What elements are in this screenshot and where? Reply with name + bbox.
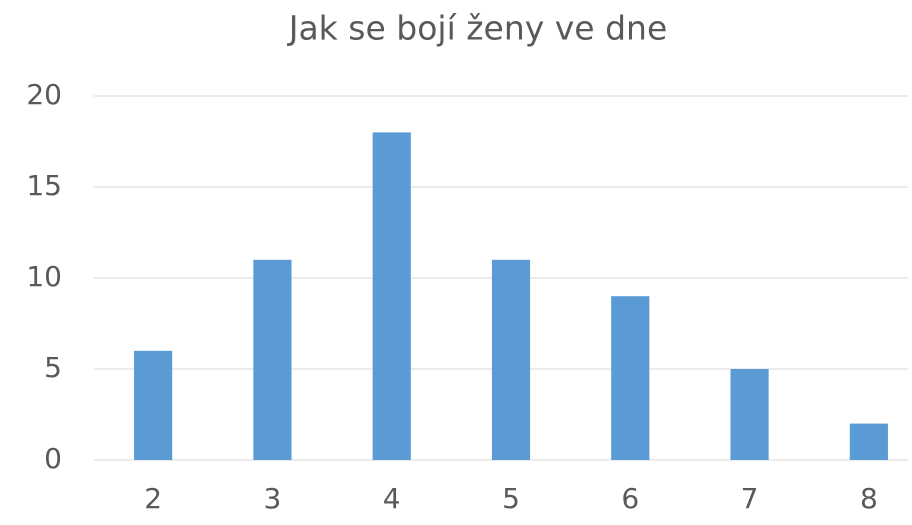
y-tick-label: 20	[26, 78, 62, 111]
bar	[253, 259, 292, 460]
x-tick-label: 8	[860, 482, 878, 515]
y-tick-label: 15	[26, 169, 62, 202]
x-tick-label: 4	[383, 482, 401, 515]
bar	[491, 259, 531, 460]
chart-title: Jak se bojí ženy ve dne	[287, 9, 668, 48]
y-tick-label: 5	[44, 351, 62, 384]
x-tick-label: 7	[741, 482, 759, 515]
y-tick-label: 0	[44, 442, 62, 475]
x-tick-label: 6	[621, 482, 639, 515]
y-tick-label: 10	[26, 260, 62, 293]
bar	[134, 350, 173, 460]
x-tick-label: 5	[502, 482, 520, 515]
x-tick-label: 3	[264, 482, 282, 515]
bar	[730, 369, 769, 460]
bar	[611, 296, 650, 460]
bar	[849, 423, 888, 460]
x-tick-label: 2	[144, 482, 162, 515]
bar	[372, 132, 411, 460]
